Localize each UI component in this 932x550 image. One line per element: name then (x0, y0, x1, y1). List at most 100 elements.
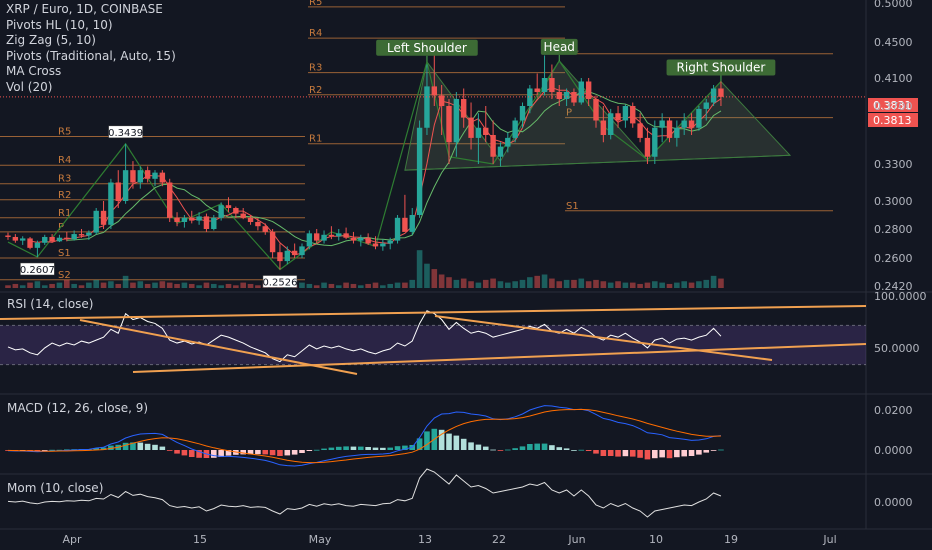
legend-pivots[interactable]: Pivots (Traditional, Auto, 15) (6, 48, 176, 63)
volume-bar (100, 282, 107, 288)
legend-volume[interactable]: Vol (20) (6, 79, 53, 94)
macd-histogram-bar (291, 450, 298, 455)
pivot-value-label: 0.3439 (108, 128, 143, 139)
legend-ma-cross[interactable]: MA Cross (6, 64, 62, 78)
time-tick-label: 19 (724, 533, 738, 546)
macd-histogram-bar (394, 446, 401, 450)
candle-body (196, 216, 202, 221)
candle-body (336, 233, 342, 237)
volume-bar (549, 278, 555, 288)
volume-bar (247, 283, 254, 288)
candle-body (189, 217, 195, 221)
candle-body (468, 117, 474, 138)
macd-histogram-bar (5, 450, 11, 451)
volume-bar (490, 278, 496, 288)
candle-body (372, 243, 379, 247)
candle-body (585, 81, 592, 99)
candle-body (5, 235, 11, 237)
volume-bar (710, 275, 717, 288)
macd-histogram-bar (615, 450, 621, 457)
candle-body (350, 237, 357, 241)
macd-legend[interactable]: MACD (12, 26, close, 9) (7, 401, 149, 415)
volume-bar (71, 283, 77, 288)
volume-bar (563, 279, 570, 288)
pattern-label: Right Shoulder (677, 61, 766, 75)
volume-bar (188, 283, 195, 288)
volume-bar (358, 285, 364, 288)
candle-body (115, 182, 121, 201)
macd-histogram-bar (607, 450, 614, 456)
volume-bar (159, 281, 166, 288)
candle-body (343, 233, 349, 238)
macd-histogram-bar (475, 444, 482, 450)
pivot-label-mid: R2 (309, 85, 322, 96)
rsi-line (7, 310, 722, 363)
candle-body (218, 205, 224, 218)
rsi-legend[interactable]: RSI (14, close) (7, 297, 94, 311)
candle-body (490, 135, 496, 157)
candle-body (306, 233, 313, 247)
macd-histogram-bar (571, 450, 577, 451)
pivot-label-mid: R1 (309, 134, 322, 145)
macd-histogram-bar (166, 450, 173, 451)
mom-legend[interactable]: Mom (10, close) (7, 481, 104, 495)
candle-body (64, 237, 70, 240)
macd-histogram-bar (225, 450, 232, 456)
macd-histogram-bar (578, 449, 585, 451)
volume-bar (64, 279, 70, 288)
volume-bar (460, 278, 467, 288)
volume-bar (431, 269, 438, 288)
candle-body (314, 233, 320, 241)
candle-body (718, 88, 724, 97)
volume-bar (12, 283, 19, 288)
macd-histogram-bar (159, 446, 166, 450)
candle-body (284, 250, 290, 262)
price-tick-label: 0.3300 (874, 158, 913, 171)
rsi-trendline (434, 315, 773, 361)
macd-histogram-bar (49, 449, 55, 451)
macd-histogram-bar (365, 447, 371, 450)
candle-body (174, 217, 180, 222)
legend-symbol[interactable]: XRP / Euro, 1D, COINBASE (6, 2, 163, 16)
volume-bar (34, 281, 41, 288)
candle-body (159, 172, 166, 183)
price-legend: XRP / Euro, 1D, COINBASE Pivots HL (10, … (6, 2, 176, 95)
volume-bar (144, 283, 151, 288)
macd-histogram-bar (453, 435, 460, 450)
macd-histogram-bar (41, 450, 48, 451)
macd-histogram-bar (358, 446, 364, 450)
macd-histogram-bar (313, 449, 320, 451)
candle-body (27, 238, 33, 248)
rsi-tick-label: 50.0000 (874, 342, 920, 355)
volume-bar (137, 281, 144, 288)
volume-bar (674, 282, 680, 288)
macd-histogram-bar (343, 446, 349, 450)
volume-bar (93, 279, 99, 288)
candle-body (394, 217, 401, 241)
volume-bar (41, 285, 48, 288)
volume-bar (306, 283, 313, 288)
macd-histogram-bar (137, 442, 144, 450)
candle-body (608, 113, 614, 135)
volume-bar (622, 282, 629, 288)
volume-bar (196, 285, 202, 288)
volume-bar (56, 282, 63, 288)
volume-bar (505, 282, 511, 288)
macd-line (7, 405, 722, 467)
candle-body (453, 99, 460, 143)
macd-histogram-bar (505, 449, 511, 451)
legend-zigzag[interactable]: Zig Zag (5, 10) (6, 33, 96, 47)
rsi-trendline (0, 305, 867, 320)
candle-body (505, 137, 511, 147)
macd-histogram-bar (130, 442, 136, 450)
volume-bar (115, 283, 122, 288)
volume-bar (637, 283, 643, 288)
volume-bar (233, 285, 239, 288)
price-tick-label: 0.2800 (874, 223, 913, 236)
candle-body (461, 99, 467, 118)
macd-histogram-bar (703, 450, 710, 453)
pivot-label-right: S1 (566, 201, 579, 212)
candle-body (269, 231, 276, 253)
legend-pivots-hl[interactable]: Pivots HL (10, 10) (6, 17, 113, 32)
pivot-label-left: R5 (58, 126, 71, 137)
